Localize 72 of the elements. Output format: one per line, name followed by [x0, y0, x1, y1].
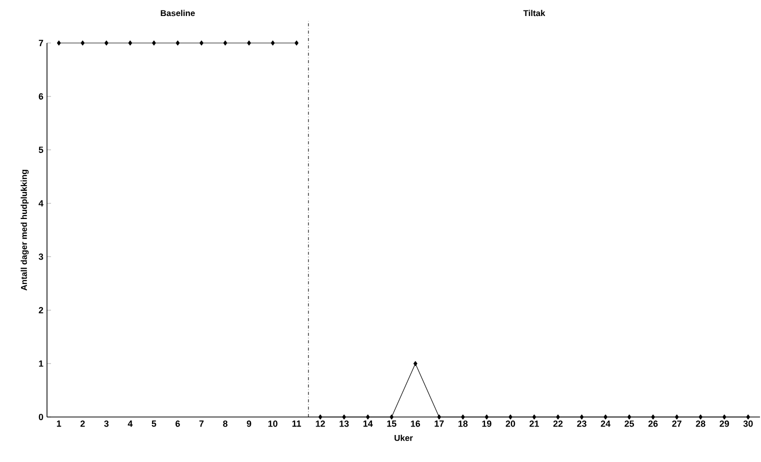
point — [651, 414, 655, 420]
point — [176, 40, 180, 46]
point — [366, 414, 370, 420]
point — [413, 361, 418, 366]
x-tick-label: 13 — [340, 420, 349, 427]
point — [223, 40, 228, 46]
x-tick-label: 15 — [387, 420, 396, 427]
point — [460, 414, 465, 420]
x-tick-label: 11 — [292, 420, 302, 427]
x-tick-label: 8 — [223, 420, 228, 427]
point — [437, 414, 442, 420]
point — [580, 414, 584, 420]
point — [484, 414, 489, 420]
x-tick-label: 1 — [56, 420, 62, 427]
point — [56, 40, 61, 46]
text: Baseline — [160, 10, 195, 16]
point — [390, 414, 394, 420]
x-tick-label: 6 — [176, 420, 180, 427]
x-tick-label: 28 — [696, 420, 706, 427]
x-tick-label: 17 — [434, 420, 444, 427]
point — [508, 414, 512, 420]
x-tick-label: 21 — [530, 420, 539, 427]
y-tick-label: 2 — [38, 307, 44, 314]
x-tick-label: 4 — [128, 420, 133, 427]
point — [152, 40, 156, 46]
x-tick-label: 22 — [553, 420, 563, 427]
y-tick-label: 5 — [38, 146, 44, 153]
x-tick-label: 2 — [80, 420, 85, 427]
y-axis-title: Antall dager med hudplukking — [20, 170, 29, 290]
x-tick-label: 18 — [458, 420, 468, 427]
point — [104, 40, 108, 46]
x-tick-label: 19 — [482, 420, 492, 427]
point — [604, 414, 608, 420]
point — [698, 414, 703, 420]
x-tick-label: 23 — [577, 420, 586, 427]
x-tick-label: 27 — [672, 420, 682, 427]
x-tick-label: 25 — [624, 420, 634, 427]
y-tick-label: 4 — [38, 200, 44, 206]
x-tick-label: 29 — [720, 420, 730, 427]
x-tick-label: 3 — [104, 420, 109, 427]
point — [200, 40, 204, 46]
point — [270, 40, 275, 46]
point — [722, 414, 726, 420]
x-tick-label: 20 — [506, 420, 516, 427]
point — [318, 414, 322, 420]
x-tick-label: 12 — [316, 420, 325, 427]
x-tick-label: 9 — [246, 420, 252, 427]
x-tick-label: 26 — [648, 420, 658, 427]
x-tick-label: 5 — [152, 420, 156, 427]
x-tick-label: 24 — [600, 420, 610, 427]
x-tick-label: 16 — [410, 420, 420, 427]
y-tick-label: 1 — [39, 360, 44, 367]
point — [532, 414, 536, 420]
point — [627, 414, 632, 420]
x-tick-label: 7 — [199, 420, 204, 427]
text: Tiltak — [523, 10, 546, 16]
x-tick-label: 10 — [268, 420, 278, 427]
y-tick-label: 6 — [38, 93, 44, 100]
y-tick-label: 0 — [38, 414, 44, 420]
x-tick-label: 14 — [363, 420, 373, 427]
point — [80, 40, 85, 46]
point — [128, 40, 132, 46]
y-tick-label: 7 — [38, 40, 44, 46]
y-tick-label: 3 — [38, 254, 44, 260]
point — [247, 40, 251, 46]
x-axis-title: Uker — [394, 434, 413, 441]
point — [342, 414, 346, 420]
x-tick-label: 30 — [743, 420, 753, 427]
point — [294, 40, 298, 46]
point — [746, 414, 750, 420]
point — [674, 414, 679, 420]
point — [556, 414, 560, 420]
